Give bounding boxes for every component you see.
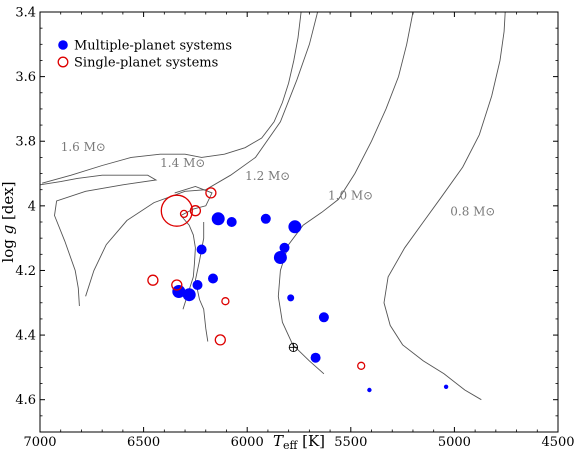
single-planet-point-7 [214, 334, 226, 346]
x-tick-label-1: 6500 [127, 435, 160, 450]
multi-planet-point-14 [367, 387, 372, 393]
multi-planet-point-5 [211, 212, 225, 226]
track-label-1: 1.4 M⊙ [160, 156, 205, 170]
multi-planet-point-4 [208, 273, 218, 284]
multi-planet-point-15 [443, 384, 449, 389]
y-tick-label-5: 4.4 [15, 329, 36, 344]
multi-planet-point-2 [192, 280, 203, 290]
single-planet-point-2 [189, 205, 202, 217]
multi-planet-point-11 [287, 294, 295, 302]
single-planet-point-4 [147, 274, 159, 286]
multi-planet-point-13 [310, 352, 321, 363]
x-tick-label-0: 7000 [23, 435, 56, 450]
track-line-2 [85, 12, 319, 297]
y-tick-label-0: 3.4 [15, 6, 36, 21]
multi-planet-point-8 [273, 251, 287, 264]
multi-planet-point-9 [279, 242, 290, 253]
track-label-4: 0.8 M⊙ [450, 205, 495, 219]
y-tick-label-3: 4 [28, 199, 36, 214]
legend-label-0: Multiple-planet systems [74, 39, 232, 54]
data-points [147, 187, 449, 393]
track-label-2: 1.2 M⊙ [245, 169, 290, 183]
track-line-3 [277, 12, 414, 375]
track-label-3: 1.0 M⊙ [328, 188, 373, 202]
y-tick-label-2: 3.8 [15, 135, 36, 150]
legend-marker-1 [57, 56, 69, 68]
track-hook-1 [174, 186, 213, 310]
x-tick-label-3: 5500 [334, 435, 367, 450]
multi-planet-point-6 [226, 217, 237, 227]
single-planet-point-1 [179, 209, 189, 219]
multi-planet-point-10 [288, 220, 302, 234]
y-tick-label-1: 3.6 [15, 70, 36, 85]
x-tick-label-5: 4500 [541, 435, 574, 450]
y-tick-label-6: 4.6 [15, 393, 36, 408]
track-label-0: 1.6 M⊙ [61, 140, 106, 154]
track-line-0 [40, 174, 158, 307]
track-line-1 [41, 12, 302, 184]
track-line-4 [383, 12, 506, 401]
single-planet-point-8 [357, 361, 366, 370]
legend: Multiple-planet systems Single-planet sys… [57, 39, 232, 71]
x-tick-label-2: 6000 [231, 435, 264, 450]
multi-planet-point-7 [260, 213, 271, 224]
y-tick-label-4: 4.2 [15, 264, 36, 279]
sun-symbol-icon [288, 342, 299, 353]
axis-ticks: 7000 6500 6000 5500 5000 4500 3.4 3.6 3.8 4 4.2 4.4… [15, 6, 574, 451]
single-planet-point-5 [171, 279, 183, 291]
x-tick-label-4: 5000 [438, 435, 471, 450]
multi-planet-point-1 [182, 288, 196, 302]
track-labels: 1.6 M⊙ 1.4 M⊙ 1.2 M⊙ 1.0 M⊙ 0.8 M⊙ [61, 140, 496, 219]
y-axis-label: log g [dex] [0, 181, 17, 262]
multi-planet-point-12 [318, 312, 329, 323]
legend-label-1: Single-planet systems [74, 56, 218, 71]
single-planet-point-6 [221, 297, 230, 306]
multi-planet-point-0 [172, 285, 186, 298]
single-planet-point-0 [160, 194, 193, 227]
single-planet-point-3 [205, 187, 217, 199]
multi-planet-point-3 [196, 244, 207, 255]
x-axis-label: Teff [K] [273, 432, 325, 451]
legend-marker-0 [58, 40, 68, 50]
